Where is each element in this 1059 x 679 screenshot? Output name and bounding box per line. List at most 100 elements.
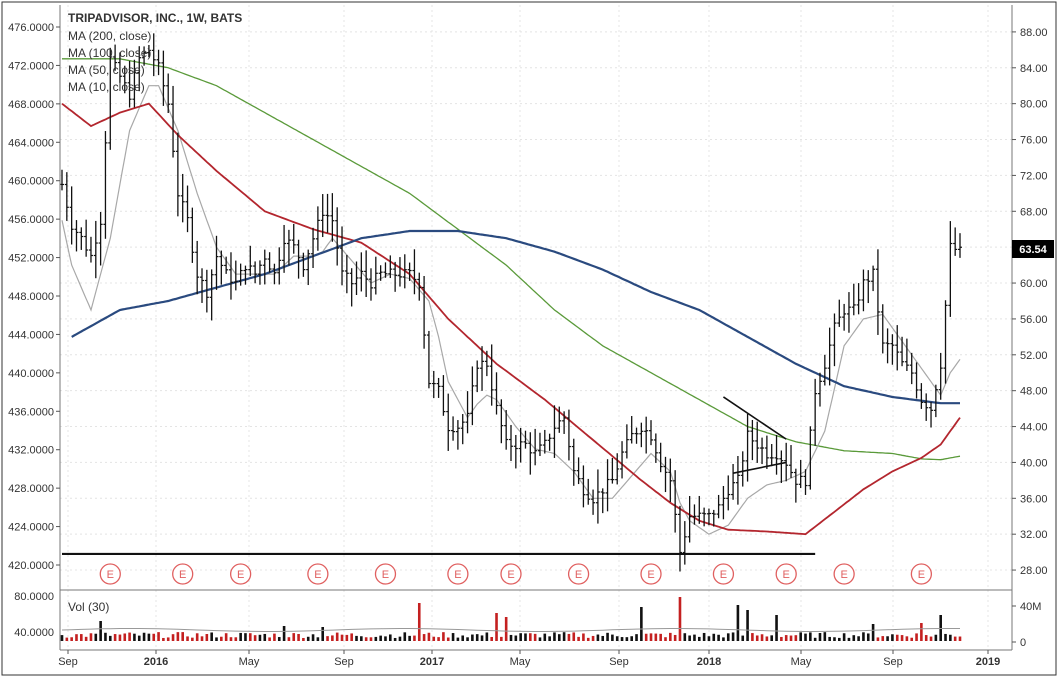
- price-bar: [431, 370, 436, 399]
- volume-bar: [813, 637, 817, 641]
- price-bar: [224, 256, 229, 274]
- volume-bar: [234, 637, 238, 641]
- price-bars: [60, 33, 962, 572]
- volume-bar: [543, 633, 547, 641]
- earnings-marker-text: E: [382, 569, 389, 581]
- price-bar: [69, 186, 74, 245]
- price-bar: [924, 393, 929, 421]
- right-axis-label: 76.00: [1020, 135, 1048, 147]
- volume-bar: [809, 632, 812, 641]
- triangle-upper-line: [722, 396, 787, 440]
- price-bar: [320, 194, 325, 238]
- volume-bar: [422, 634, 426, 641]
- price-bar: [595, 469, 600, 524]
- price-bar: [88, 236, 93, 263]
- volume-bar: [282, 626, 286, 641]
- volume-bar: [678, 597, 682, 641]
- volume-bar: [557, 634, 561, 641]
- price-bar: [726, 475, 731, 511]
- volume-bar: [693, 634, 696, 641]
- price-bar: [257, 260, 262, 285]
- price-bar: [494, 372, 499, 415]
- price-bar: [451, 416, 456, 441]
- earnings-marker: E: [712, 563, 735, 585]
- price-bar: [412, 249, 417, 295]
- volume-bar: [717, 634, 720, 641]
- price-bar: [262, 249, 267, 285]
- volume-bar: [321, 627, 325, 641]
- price-bar: [349, 268, 354, 307]
- volume-bar: [446, 637, 450, 641]
- price-bar: [600, 488, 605, 514]
- price-bar: [764, 435, 769, 469]
- price-bar: [518, 427, 523, 463]
- volume-bar: [842, 633, 846, 641]
- volume-bar: [572, 632, 576, 641]
- volume-bar: [669, 632, 672, 641]
- x-axis-label: 2016: [144, 656, 168, 668]
- price-bar: [523, 430, 528, 449]
- price-bar: [658, 442, 663, 473]
- price-bar: [359, 252, 364, 292]
- volume-bar: [331, 635, 334, 641]
- volume-left-label: 80.0000: [14, 591, 54, 603]
- price-bar: [576, 457, 581, 485]
- volume-bar: [220, 636, 223, 641]
- volume-bar: [746, 610, 749, 641]
- price-bar: [267, 252, 272, 273]
- volume-bar: [929, 636, 933, 641]
- right-axis-label: 36.00: [1020, 493, 1048, 505]
- price-bar: [142, 46, 147, 66]
- price-bar: [489, 344, 494, 406]
- price-bar: [513, 434, 518, 469]
- earnings-marker: E: [500, 563, 522, 585]
- price-bar: [866, 270, 871, 304]
- price-bar: [470, 366, 475, 426]
- price-bar: [248, 245, 253, 277]
- volume-bar: [828, 636, 831, 641]
- volume-bar: [538, 637, 542, 641]
- volume-bar: [891, 634, 894, 641]
- volume-bar: [89, 633, 93, 641]
- x-axis-label: 2018: [697, 656, 721, 668]
- price-bar: [171, 85, 176, 158]
- volume-bar: [133, 633, 136, 641]
- volume-bar: [210, 632, 213, 641]
- earnings-marker-text: E: [314, 569, 321, 581]
- volume-bar: [640, 607, 643, 641]
- volume-bar: [258, 634, 262, 641]
- volume-bar: [591, 635, 595, 641]
- volume-left-label: 40.0000: [14, 627, 54, 639]
- volume-bar: [292, 633, 296, 641]
- right-axis-label: 44.00: [1020, 422, 1048, 434]
- volume-bar: [113, 634, 117, 641]
- volume-bar: [509, 634, 513, 641]
- price-bar: [113, 44, 118, 71]
- volume-bar: [519, 633, 522, 641]
- price-bar: [195, 240, 200, 295]
- volume-right-label: 40M: [1020, 601, 1041, 613]
- right-axis-label: 88.00: [1020, 27, 1048, 39]
- price-bar: [591, 489, 596, 515]
- volume-bar: [871, 624, 875, 641]
- volume-bar: [702, 632, 706, 641]
- earnings-marker: E: [99, 563, 121, 585]
- earnings-marker: E: [172, 563, 194, 585]
- price-bar: [344, 254, 349, 294]
- volume-bar: [514, 635, 518, 641]
- right-axis-label: 48.00: [1020, 386, 1048, 398]
- volume-bar: [157, 632, 160, 641]
- left-axis-label: 452.0000: [8, 253, 54, 265]
- earnings-marker-circle: [910, 563, 933, 585]
- price-bar: [566, 409, 571, 461]
- price-bar: [132, 59, 137, 108]
- price-bar: [817, 372, 822, 407]
- price-bar: [760, 437, 765, 465]
- volume-bar: [944, 633, 947, 641]
- earnings-marker-circle: [172, 563, 194, 585]
- volume-bar: [615, 636, 619, 641]
- volume-bar: [567, 633, 571, 641]
- price-bar: [615, 453, 620, 485]
- volume-bar: [601, 635, 605, 641]
- left-axis-label: 468.0000: [8, 99, 54, 111]
